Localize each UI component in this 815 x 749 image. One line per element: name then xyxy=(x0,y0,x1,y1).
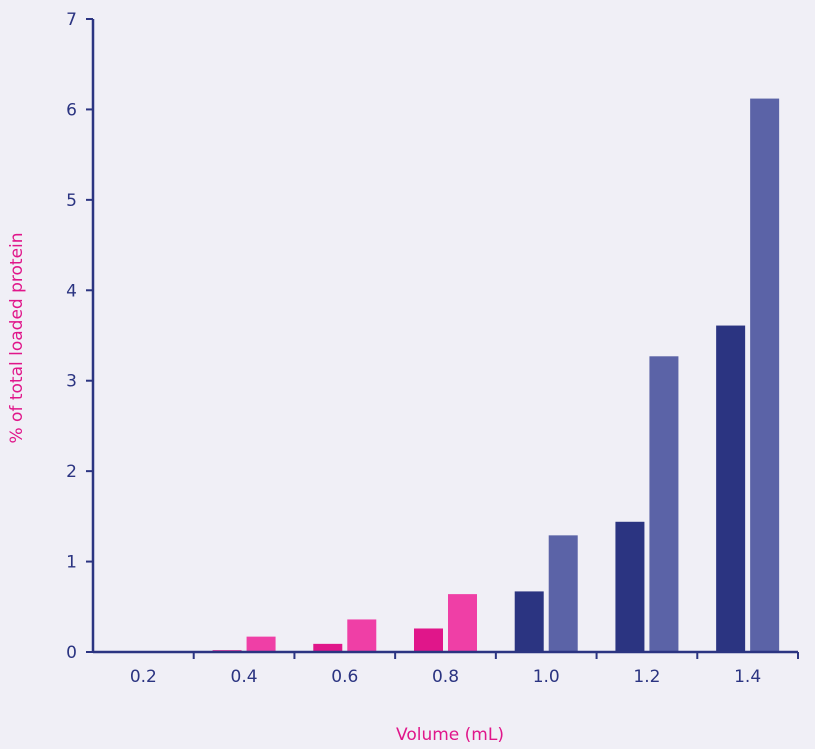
bar-series-2-1.0 xyxy=(548,535,578,652)
bar-series-2-0.6 xyxy=(347,619,377,652)
y-tick-label: 1 xyxy=(66,553,77,573)
x-tick-label: 0.4 xyxy=(231,667,258,687)
axes-group xyxy=(91,19,798,654)
y-tick-label: 3 xyxy=(66,372,77,392)
bar-series-1-1.2 xyxy=(615,521,645,652)
x-axis-title: Volume (mL) xyxy=(396,725,504,745)
y-tick-label: 0 xyxy=(66,643,77,663)
y-tick-label: 4 xyxy=(66,281,77,301)
x-tick-label: 0.8 xyxy=(432,667,459,687)
y-tick-label: 2 xyxy=(66,462,77,482)
bar-series-1-1.0 xyxy=(514,591,544,652)
x-tick-label: 0.2 xyxy=(130,667,157,687)
bar-series-1-1.4 xyxy=(716,325,746,652)
y-axis-title: % of total loaded protein xyxy=(7,232,27,443)
x-tick-label: 1.4 xyxy=(734,667,761,687)
x-tick-label: 1.2 xyxy=(633,667,660,687)
y-tick-label: 7 xyxy=(66,10,77,30)
ticks-group: 0 1 2 3 4 5 6 7 0.2 0.4 0.6 0.8 1.0 1.2 1.4 xyxy=(66,10,799,687)
bar-series-2-1.2 xyxy=(649,356,679,652)
y-tick-label: 6 xyxy=(66,100,77,120)
bar-series-2-0.4 xyxy=(246,636,276,652)
bar-series-2-1.4 xyxy=(750,98,780,652)
bar-series-2-0.8 xyxy=(448,594,477,652)
x-tick-label: 1.0 xyxy=(533,667,560,687)
bar-series-1-0.8 xyxy=(414,628,443,652)
x-tick-label: 0.6 xyxy=(331,667,358,687)
y-tick-label: 5 xyxy=(66,191,77,211)
bar-series-1-0.6 xyxy=(313,643,343,652)
bars-group xyxy=(212,98,780,652)
